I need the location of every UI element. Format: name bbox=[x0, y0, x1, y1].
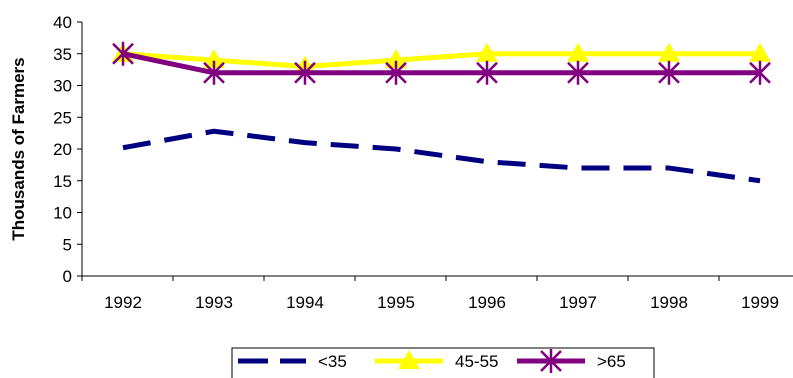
legend-items: <35 45-55 >65 bbox=[238, 349, 626, 373]
data-point bbox=[658, 60, 680, 85]
x-tick-label: 1997 bbox=[559, 293, 597, 312]
y-axis-ticks: 0 5 10 15 20 25 30 35 40 bbox=[53, 13, 82, 286]
y-tick-label: 0 bbox=[63, 267, 72, 286]
data-point bbox=[385, 60, 407, 85]
y-tick-label: 10 bbox=[53, 204, 72, 223]
series-1 bbox=[112, 42, 771, 75]
legend-label: 45-55 bbox=[455, 352, 498, 371]
x-axis-ticks: 1992 1993 1994 1995 1996 1997 1998 1999 bbox=[81, 276, 779, 312]
data-point bbox=[203, 60, 225, 85]
y-axis-title: Thousands of Farmers bbox=[9, 57, 28, 240]
legend-item: <35 bbox=[238, 352, 347, 371]
x-tick-label: 1999 bbox=[741, 293, 779, 312]
legend-item: 45-55 bbox=[375, 349, 498, 371]
x-tick-label: 1998 bbox=[650, 293, 688, 312]
x-tick-label: 1994 bbox=[286, 293, 324, 312]
data-point bbox=[567, 60, 589, 85]
data-point bbox=[112, 41, 134, 66]
legend-marker bbox=[540, 349, 562, 373]
legend-label: >65 bbox=[597, 352, 626, 371]
series-line bbox=[122, 51, 760, 69]
y-tick-label: 40 bbox=[53, 13, 72, 32]
series-layer bbox=[112, 41, 771, 184]
legend-item: >65 bbox=[517, 349, 626, 373]
y-tick-label: 25 bbox=[53, 108, 72, 127]
legend: <35 45-55 >65 bbox=[231, 347, 655, 378]
y-tick-label: 35 bbox=[53, 45, 72, 64]
data-point bbox=[476, 60, 498, 85]
series-line bbox=[122, 51, 760, 76]
x-tick-label: 1993 bbox=[195, 293, 233, 312]
data-point bbox=[749, 60, 771, 85]
x-tick-label: 1992 bbox=[104, 293, 142, 312]
y-tick-label: 20 bbox=[53, 140, 72, 159]
data-point bbox=[294, 60, 316, 85]
legend-marker bbox=[398, 349, 420, 369]
x-tick-label: 1996 bbox=[468, 293, 506, 312]
y-tick-label: 30 bbox=[53, 77, 72, 96]
series-line bbox=[122, 128, 761, 184]
series-2 bbox=[112, 41, 771, 85]
x-tick-label: 1995 bbox=[377, 293, 415, 312]
legend-label: <35 bbox=[318, 352, 347, 371]
y-tick-label: 15 bbox=[53, 172, 72, 191]
y-tick-label: 5 bbox=[63, 235, 72, 254]
series-0 bbox=[122, 128, 761, 184]
